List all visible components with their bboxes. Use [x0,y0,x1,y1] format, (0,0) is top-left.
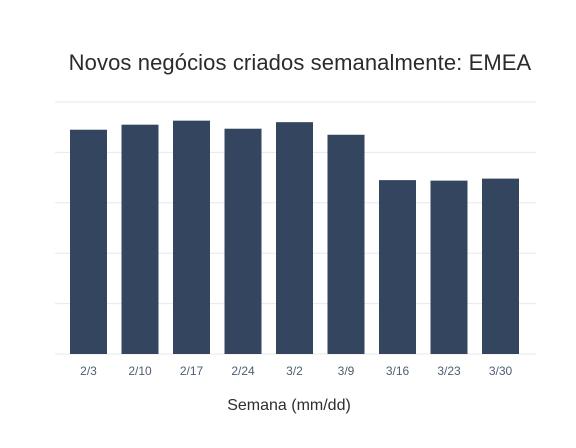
x-tick-label: 3/30 [489,364,513,378]
x-tick-label: 2/3 [80,364,97,378]
x-tick-label: 3/2 [286,364,303,378]
x-tick-label: 2/17 [180,364,204,378]
x-tick-label: 2/24 [231,364,255,378]
x-tick-label: 3/16 [386,364,410,378]
bar-2-3[interactable] [70,129,107,354]
bar-2-17[interactable] [173,120,210,354]
bar-2-24[interactable] [224,128,262,354]
x-axis-title: Semana (mm/dd) [227,397,351,414]
x-axis-ticks: 2/3 2/10 2/17 2/24 3/2 3/9 3/16 3/23 3/30 [80,364,512,378]
bar-3-9[interactable] [327,134,365,354]
bar-3-30[interactable] [482,178,519,354]
x-tick-label: 3/23 [437,364,461,378]
bar-3-23[interactable] [430,180,468,354]
bar-3-16[interactable] [379,180,416,354]
bars [70,120,519,355]
x-tick-label: 3/9 [338,364,355,378]
x-tick-label: 2/10 [128,364,152,378]
chart-title: Novos negócios criados semanalmente: EME… [68,50,532,75]
bar-2-10[interactable] [121,124,159,355]
bar-3-2[interactable] [276,122,313,354]
